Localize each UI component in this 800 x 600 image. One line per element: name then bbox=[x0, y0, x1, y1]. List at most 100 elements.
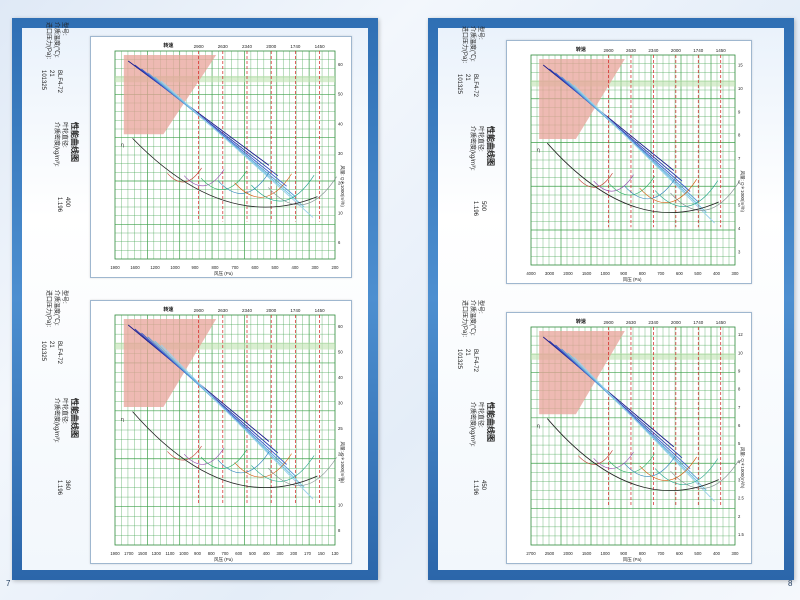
eta-label: η bbox=[121, 417, 124, 423]
eta-label: η bbox=[537, 423, 540, 429]
pressure-tick: 3000 bbox=[545, 271, 555, 276]
density-value: 1.196 bbox=[472, 480, 478, 496]
flow-tick: 7 bbox=[738, 156, 741, 161]
flow-tick: 1.5 bbox=[738, 532, 744, 537]
band bbox=[115, 342, 335, 350]
eta-label: η bbox=[537, 148, 540, 154]
speed-label: 2000 bbox=[671, 320, 682, 325]
flow-tick: 25 bbox=[338, 426, 343, 431]
pressure-value: 101325 bbox=[40, 341, 46, 362]
chart-panel-360: 2900 2630 2340 2000 1740 1450 转速 1900 1700 1500 13… bbox=[90, 300, 352, 564]
speed-label: 2340 bbox=[648, 48, 659, 53]
pressure-label: 进口压力(Pa): bbox=[461, 26, 467, 64]
model-label: 型号: bbox=[61, 290, 67, 304]
efficiency-curve bbox=[608, 453, 655, 473]
model-value: BLF4-72 bbox=[56, 69, 62, 93]
speed-label: 1450 bbox=[716, 48, 727, 53]
pressure-tick: 400 bbox=[292, 265, 300, 270]
pressure-tick: 400 bbox=[713, 551, 721, 556]
pressure-tick: 400 bbox=[713, 271, 721, 276]
chart-title: 性能曲线图 bbox=[486, 125, 495, 166]
flow-tick: 3 bbox=[738, 249, 741, 254]
temp-label: 介质温度(℃): bbox=[469, 299, 475, 336]
efficiency-curve bbox=[234, 453, 292, 478]
pressure-tick: 1500 bbox=[582, 271, 592, 276]
flow-tick: 8 bbox=[738, 133, 741, 138]
flow-tick: 15 bbox=[738, 63, 743, 68]
pressure-tick: 1900 bbox=[110, 551, 120, 556]
band bbox=[115, 75, 335, 83]
model-label: 型号: bbox=[477, 26, 483, 41]
impeller-value: 360 bbox=[64, 479, 70, 490]
pressure-tick: 500 bbox=[249, 551, 257, 556]
performance-chart-svg: 2900 2630 2340 2000 1740 1450 转速 1900 1600 1200 10… bbox=[110, 42, 346, 277]
pressure-tick: 900 bbox=[620, 551, 628, 556]
performance-line bbox=[160, 344, 314, 500]
pressure-tick: 700 bbox=[657, 271, 665, 276]
speed-label: 2000 bbox=[266, 308, 277, 313]
performance-line bbox=[573, 356, 715, 502]
model-value: BLF4-72 bbox=[472, 348, 478, 372]
pressure-tick: 600 bbox=[676, 271, 684, 276]
flow-tick: 20 bbox=[338, 181, 343, 186]
flow-tick: 30 bbox=[338, 400, 343, 405]
envelope-curve bbox=[547, 142, 719, 214]
temp-value: 21 bbox=[464, 73, 470, 81]
pressure-tick: 1900 bbox=[110, 265, 120, 270]
efficiency-curve bbox=[183, 169, 225, 186]
flow-tick: 10 bbox=[738, 86, 743, 91]
pressure-tick: 700 bbox=[232, 265, 240, 270]
flow-tick: 9 bbox=[738, 368, 741, 373]
speed-label: 2630 bbox=[626, 48, 637, 53]
x-axis-label: 风量: Q＊1000(m³/h) bbox=[739, 447, 746, 489]
pressure-tick: 1500 bbox=[582, 551, 592, 556]
efficiency-curve bbox=[670, 460, 740, 489]
pressure-tick: 700 bbox=[657, 551, 665, 556]
pressure-tick: 300 bbox=[277, 551, 285, 556]
page-number-right: 8 bbox=[788, 579, 793, 588]
pressure-tick: 1200 bbox=[150, 265, 160, 270]
efficiency-curve bbox=[183, 447, 225, 465]
performance-chart-svg: 2900 2630 2340 2000 1740 1450 转速 4000 3000 2000 15… bbox=[526, 46, 746, 283]
density-label: 介质密度(kg/m³): bbox=[53, 121, 59, 167]
performance-line bbox=[549, 68, 683, 182]
speed-label: 2000 bbox=[671, 48, 682, 53]
pressure-tick: 300 bbox=[312, 265, 320, 270]
pressure-tick: 800 bbox=[208, 551, 216, 556]
speed-label: 1740 bbox=[290, 308, 301, 313]
density-value: 1.196 bbox=[56, 197, 62, 213]
speed-label: 1740 bbox=[693, 48, 704, 53]
performance-chart-svg: 2900 2630 2340 2000 1740 1450 转速 1900 1700 1500 13… bbox=[110, 306, 346, 563]
pressure-tick: 150 bbox=[318, 551, 326, 556]
efficiency-curve bbox=[217, 451, 270, 474]
envelope-curve bbox=[132, 138, 318, 208]
impeller-label: 叶轮直径: bbox=[477, 125, 483, 152]
pressure-tick: 600 bbox=[235, 551, 243, 556]
flow-tick: 5 bbox=[738, 203, 741, 208]
pressure-tick: 300 bbox=[732, 551, 740, 556]
speed-title: 转速 bbox=[163, 42, 173, 49]
chart-panel-400: 2900 2630 2340 2000 1740 1450 转速 1900 1600 1200 10… bbox=[90, 36, 352, 278]
speed-title: 转速 bbox=[576, 46, 586, 53]
model-label: 型号: bbox=[61, 22, 67, 37]
impeller-label: 叶轮直径: bbox=[61, 121, 67, 148]
flow-tick: 2 bbox=[738, 514, 741, 519]
pressure-value: 101325 bbox=[456, 348, 462, 369]
band bbox=[531, 353, 735, 360]
pressure-label: 进口压力(Pa): bbox=[461, 299, 467, 337]
efficiency-curve bbox=[593, 451, 634, 469]
speed-title: 转速 bbox=[163, 306, 173, 313]
y-axis-label: 风压 (Pa) bbox=[623, 557, 642, 563]
impeller-value: 450 bbox=[480, 480, 486, 491]
efficiency-curve bbox=[217, 172, 270, 194]
speed-label: 2900 bbox=[194, 308, 205, 313]
x-axis-label: 风量: Q＊1000(m³/h) bbox=[339, 442, 346, 484]
performance-line bbox=[141, 68, 287, 187]
efficiency-curve bbox=[234, 173, 292, 198]
speed-label: 2630 bbox=[218, 44, 229, 49]
pressure-tick: 200 bbox=[332, 265, 340, 270]
chart-title: 性能曲线图 bbox=[70, 121, 79, 162]
speed-label: 1740 bbox=[693, 320, 704, 325]
temp-label: 介质温度(℃): bbox=[53, 22, 59, 59]
flow-tick: 10 bbox=[738, 350, 743, 355]
